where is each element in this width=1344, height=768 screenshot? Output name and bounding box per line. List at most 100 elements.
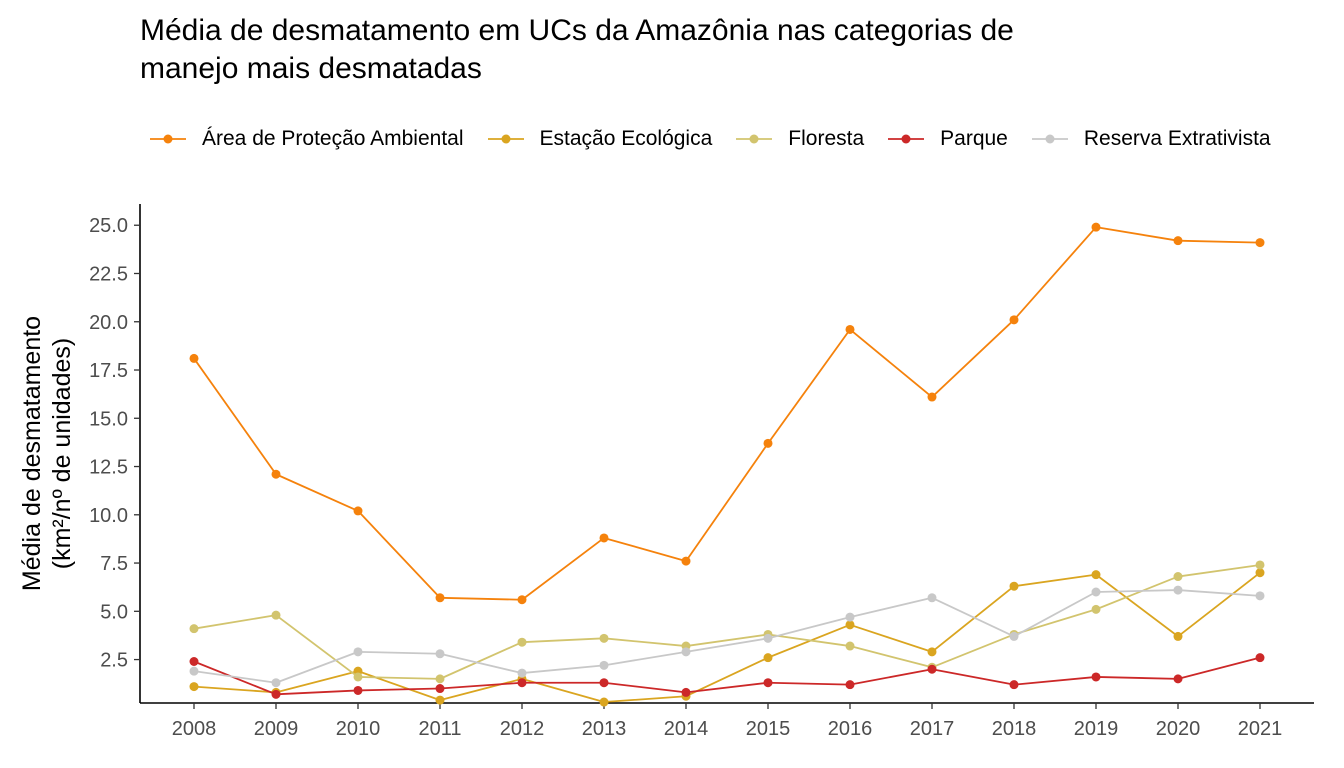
legend-label: Reserva Extrativista [1083, 127, 1271, 150]
data-point-parque [1255, 653, 1265, 663]
x-tick-label: 2021 [1238, 718, 1283, 740]
legend-item: Estação Ecológica [486, 127, 713, 151]
legend-label: Parque [940, 127, 1008, 150]
legend-item: Floresta [734, 127, 864, 151]
data-point-area-de-protecao-ambiental [189, 353, 199, 363]
x-tick-label: 2018 [992, 718, 1037, 740]
legend-key [150, 134, 186, 144]
data-point-reserva-extrativista [1009, 631, 1019, 641]
data-point-reserva-extrativista [763, 633, 773, 643]
data-point-area-de-protecao-ambiental [271, 469, 281, 479]
chart-legend: Área de Proteção Ambiental Estação Ecológ… [148, 124, 1293, 154]
data-point-floresta [599, 633, 609, 643]
data-point-parque [681, 687, 691, 697]
x-tick-label: 2011 [418, 718, 461, 740]
data-point-parque [927, 664, 937, 674]
data-point-estacao-ecologica [435, 695, 445, 705]
data-point-reserva-extrativista [927, 593, 937, 603]
series-line-estacao-ecologica [193, 571, 1261, 703]
data-point-reserva-extrativista [599, 660, 609, 670]
data-point-parque [763, 678, 773, 688]
y-tick-label: 15.0 [89, 408, 128, 430]
data-point-parque [517, 678, 527, 688]
x-tick-label: 2013 [582, 718, 627, 740]
series-line-reserva-extrativista [193, 589, 1261, 684]
data-point-parque [1173, 674, 1183, 684]
chart-title-line-2: manejo mais desmatadas [140, 52, 482, 85]
data-point-reserva-extrativista [189, 666, 199, 676]
series-line-floresta [193, 564, 1261, 680]
y-tick-label: 17.5 [89, 360, 128, 382]
data-point-floresta [189, 624, 199, 634]
y-tick-label: 5.0 [100, 601, 128, 623]
y-axis-title: Média de desmatamento [18, 316, 46, 591]
data-point-area-de-protecao-ambiental [435, 593, 445, 603]
data-point-area-de-protecao-ambiental [763, 438, 773, 448]
data-point-area-de-protecao-ambiental [353, 506, 363, 516]
data-point-parque [435, 684, 445, 694]
data-point-parque [189, 656, 199, 666]
legend-key [736, 134, 773, 144]
data-point-estacao-ecologica [1009, 581, 1019, 591]
data-point-reserva-extrativista [271, 678, 281, 688]
data-point-floresta [845, 641, 855, 651]
y-tick-label: 7.5 [100, 553, 128, 575]
data-point-reserva-extrativista [435, 649, 445, 659]
y-axis-title: (km²/nº de unidades) [48, 338, 76, 569]
y-tick-label: 10.0 [89, 505, 128, 527]
series-line-parque [193, 656, 1261, 696]
legend-item: Área de Proteção Ambiental [148, 127, 464, 151]
data-point-estacao-ecologica [845, 620, 855, 630]
x-tick-label: 2010 [336, 718, 381, 740]
data-point-estacao-ecologica [189, 682, 199, 692]
data-point-reserva-extrativista [517, 668, 527, 678]
data-point-area-de-protecao-ambiental [927, 392, 937, 402]
data-point-parque [271, 689, 281, 699]
y-tick-label: 12.5 [89, 457, 128, 479]
data-point-reserva-extrativista [353, 647, 363, 657]
data-point-area-de-protecao-ambiental [599, 533, 609, 543]
y-tick-label: 22.5 [89, 263, 128, 285]
x-tick-label: 2012 [500, 718, 545, 740]
legend-label: Floresta [788, 127, 865, 150]
data-point-parque [1091, 672, 1101, 682]
data-point-area-de-protecao-ambiental [1091, 222, 1101, 232]
data-point-parque [1009, 680, 1019, 690]
data-point-area-de-protecao-ambiental [1009, 315, 1019, 325]
data-point-reserva-extrativista [1255, 591, 1265, 601]
data-point-estacao-ecologica [763, 653, 773, 663]
data-point-floresta [1255, 560, 1265, 570]
legend-item: Parque [886, 127, 1008, 151]
data-point-area-de-protecao-ambiental [1255, 238, 1265, 248]
x-tick-label: 2015 [746, 718, 791, 740]
x-tick-label: 2017 [910, 718, 955, 740]
data-point-floresta [435, 674, 445, 684]
data-point-estacao-ecologica [1255, 568, 1265, 578]
x-tick-label: 2008 [172, 718, 217, 740]
x-tick-label: 2020 [1156, 718, 1201, 740]
legend-item: Reserva Extrativista [1030, 127, 1271, 151]
data-point-area-de-protecao-ambiental [517, 595, 527, 605]
data-point-floresta [517, 637, 527, 647]
legend-label: Estação Ecológica [539, 127, 713, 150]
data-point-floresta [1091, 604, 1101, 614]
data-point-reserva-extrativista [1173, 585, 1183, 595]
y-tick-label: 2.5 [100, 650, 128, 672]
legend-key [888, 134, 925, 144]
data-point-area-de-protecao-ambiental [681, 556, 691, 566]
x-tick-label: 2019 [1074, 718, 1119, 740]
data-point-reserva-extrativista [1091, 587, 1101, 597]
legend-label: Área de Proteção Ambiental [202, 127, 464, 150]
data-point-area-de-protecao-ambiental [845, 324, 855, 334]
data-point-parque [353, 685, 363, 695]
chart-title: Média de desmatamento em UCs da Amazônia… [140, 12, 1240, 88]
legend-key [487, 134, 524, 144]
data-point-estacao-ecologica [599, 697, 609, 707]
data-point-parque [845, 680, 855, 690]
series-line-area-de-protecao-ambiental [193, 226, 1261, 601]
data-point-reserva-extrativista [845, 612, 855, 622]
data-point-floresta [1173, 572, 1183, 582]
data-point-estacao-ecologica [927, 647, 937, 657]
x-tick-label: 2009 [254, 718, 299, 740]
